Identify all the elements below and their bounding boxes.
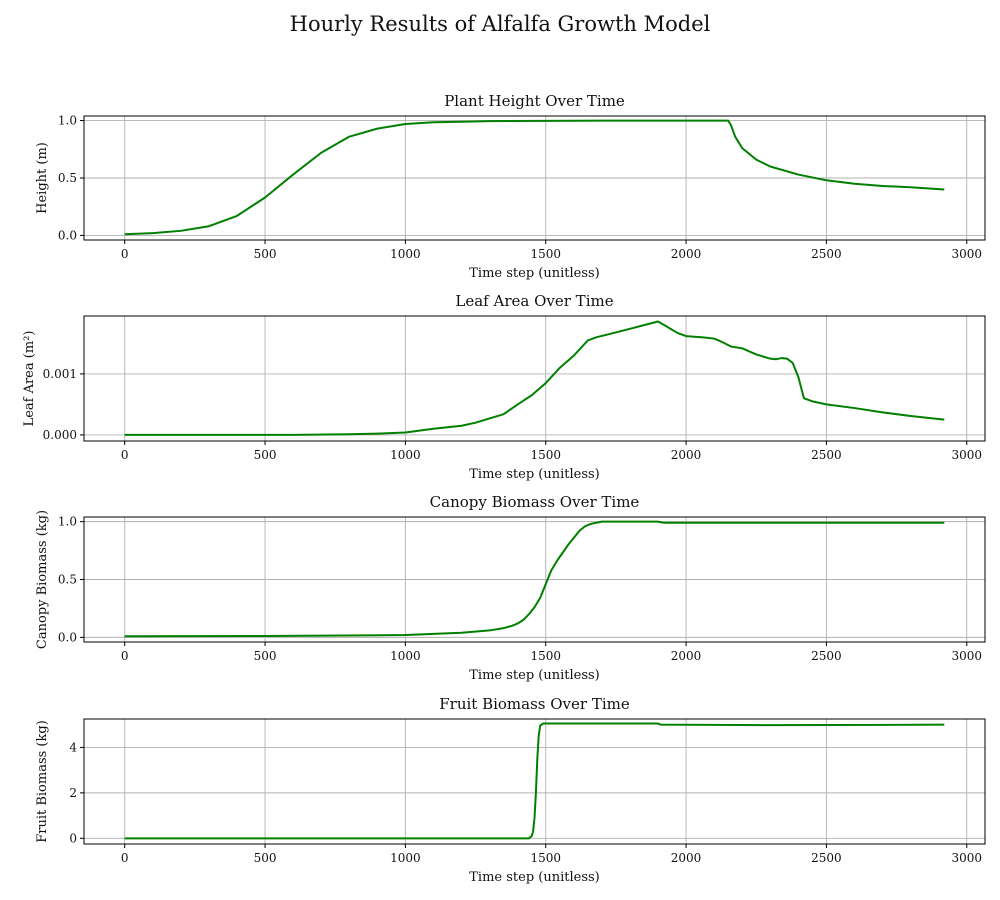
y-axis-label: Fruit Biomass (kg) (35, 720, 50, 843)
x-tick-label: 2000 (671, 649, 702, 663)
x-tick-label: 1000 (390, 851, 421, 865)
y-tick-label: 1.0 (58, 515, 77, 529)
x-tick-label: 500 (254, 247, 277, 261)
y-tick-label: 0.5 (58, 171, 77, 185)
y-tick-label: 0.001 (43, 367, 77, 381)
x-axis-label: Time step (unitless) (469, 870, 600, 885)
y-axis-label: Canopy Biomass (kg) (35, 510, 50, 649)
y-axis-label: Leaf Area (m²) (22, 331, 37, 427)
series-line (124, 520, 945, 638)
x-tick-label: 1500 (530, 649, 561, 663)
x-tick-label: 2000 (671, 247, 702, 261)
axes-frame (83, 718, 986, 845)
x-tick-label: 1000 (390, 247, 421, 261)
axes-frame (83, 315, 986, 442)
figure-title: Hourly Results of Alfalfa Growth Model (289, 12, 711, 36)
y-tick-label: 1.0 (58, 114, 77, 128)
y-tick-label: 2 (69, 786, 77, 800)
x-tick-label: 3000 (951, 448, 982, 462)
y-tick-label: 0.000 (43, 428, 77, 442)
x-tick-label: 2500 (811, 851, 842, 865)
x-tick-label: 3000 (951, 247, 982, 261)
x-tick-label: 2000 (671, 851, 702, 865)
x-tick-label: 500 (254, 649, 277, 663)
subplot-title: Plant Height Over Time (444, 92, 625, 110)
x-tick-label: 0 (121, 448, 129, 462)
subplot-title: Canopy Biomass Over Time (430, 493, 640, 511)
series-line (124, 722, 945, 840)
y-tick-label: 0.5 (58, 573, 77, 587)
x-tick-label: 1500 (530, 247, 561, 261)
x-axis-label: Time step (unitless) (469, 467, 600, 482)
subplot-title: Leaf Area Over Time (455, 292, 613, 310)
x-tick-label: 0 (121, 649, 129, 663)
x-tick-label: 3000 (951, 649, 982, 663)
subplot-2: 0 500 1000 1500 2000 2500 3000 0.000 0.001 Leaf A… (22, 292, 986, 482)
x-tick-label: 1000 (390, 649, 421, 663)
x-tick-label: 2500 (811, 247, 842, 261)
x-tick-label: 1500 (530, 851, 561, 865)
x-tick-label: 2000 (671, 448, 702, 462)
x-tick-label: 500 (254, 448, 277, 462)
subplot-title: Fruit Biomass Over Time (439, 695, 630, 713)
x-tick-label: 500 (254, 851, 277, 865)
x-tick-label: 1500 (530, 448, 561, 462)
series-line (124, 119, 945, 236)
y-axis-label: Height (m) (35, 142, 50, 214)
y-tick-label: 4 (69, 740, 77, 754)
x-axis-label: Time step (unitless) (469, 668, 600, 683)
x-tick-label: 1000 (390, 448, 421, 462)
x-tick-label: 2500 (811, 448, 842, 462)
subplot-1: 0 500 1000 1500 2000 2500 3000 0.0 0.5 1.0 Plant H… (35, 92, 986, 281)
x-tick-label: 0 (121, 247, 129, 261)
y-tick-label: 0.0 (58, 228, 77, 242)
subplot-3: 0 500 1000 1500 2000 2500 3000 0.0 0.5 1.0 Canopy … (35, 493, 986, 683)
y-tick-label: 0 (69, 831, 77, 845)
x-axis-label: Time step (unitless) (469, 266, 600, 281)
x-tick-label: 2500 (811, 649, 842, 663)
subplot-4: 0 500 1000 1500 2000 2500 3000 0 2 4 Fruit Biomass… (35, 695, 986, 885)
x-tick-label: 0 (121, 851, 129, 865)
series-line (124, 320, 945, 436)
y-tick-label: 0.0 (58, 630, 77, 644)
x-tick-label: 3000 (951, 851, 982, 865)
